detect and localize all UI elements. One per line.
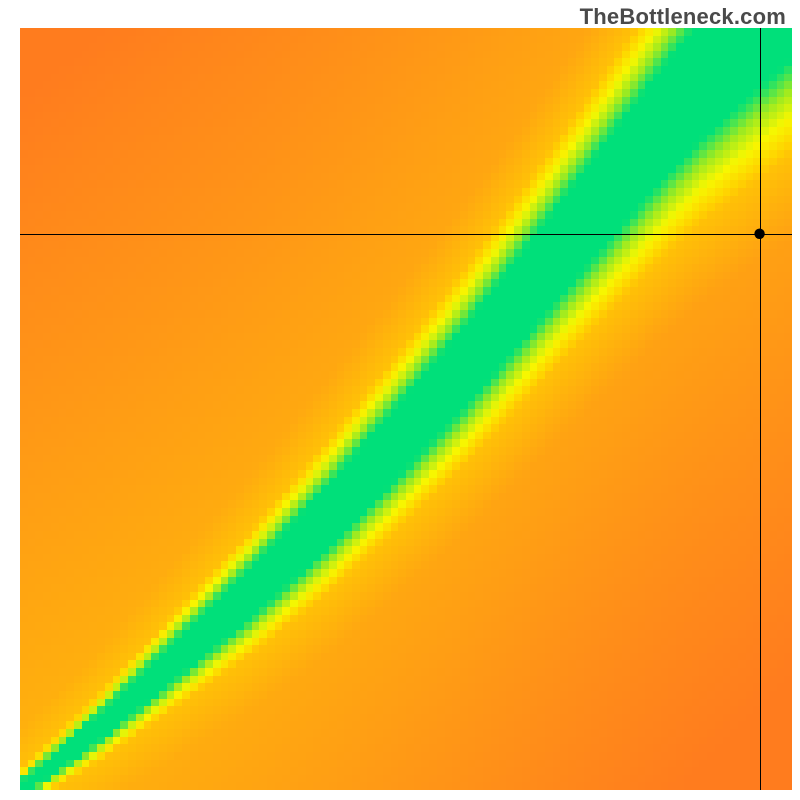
bottleneck-heatmap-canvas: [0, 0, 800, 800]
chart-container: TheBottleneck.com: [0, 0, 800, 800]
